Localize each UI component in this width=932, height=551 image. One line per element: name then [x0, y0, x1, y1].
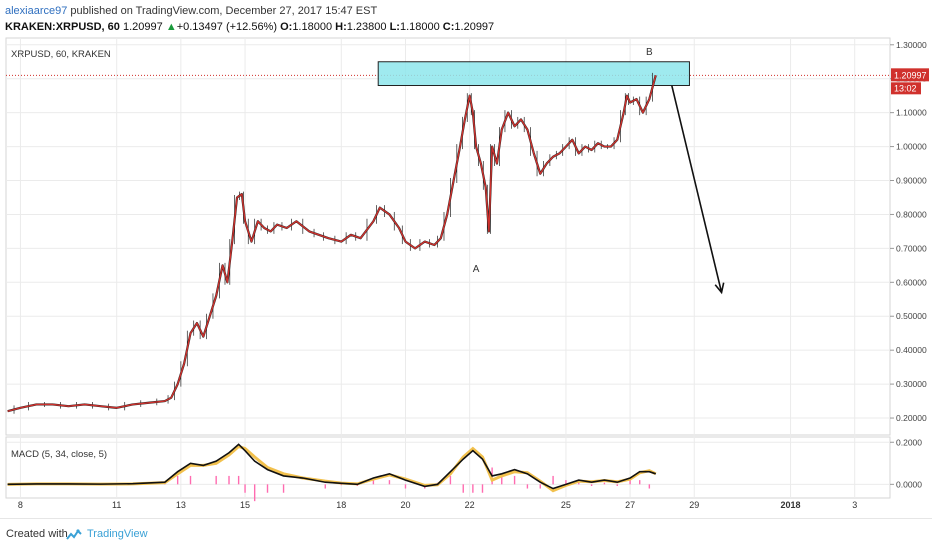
chart-header: alexiaarce97 published on TradingView.co…: [0, 0, 932, 36]
author-link[interactable]: alexiaarce97: [5, 5, 68, 17]
macd-title: MACD (5, 34, close, 5): [11, 449, 107, 460]
price-scale-label: 0.80000: [896, 209, 927, 219]
x-tick-label: 22: [465, 500, 475, 510]
x-tick-label: 18: [336, 500, 346, 510]
price-line-shadow: [7, 75, 657, 413]
forecast-arrow-line[interactable]: [671, 85, 723, 293]
chart-title: XRPUSD, 60, KRAKEN: [11, 49, 111, 60]
close-value: 1.20997: [454, 21, 495, 33]
published-line: alexiaarce97 published on TradingView.co…: [5, 5, 377, 17]
x-tick-label: 11: [112, 500, 121, 510]
pattern-label-b: B: [646, 47, 653, 58]
x-tick-label: 15: [240, 500, 250, 510]
tradingview-link[interactable]: TradingView: [87, 528, 148, 540]
x-tick-label: 25: [561, 500, 571, 510]
chart-area[interactable]: 8111315182022252729201831.300001.200001.…: [0, 36, 932, 518]
price-scale-label: 0.20000: [896, 413, 927, 423]
price-scale-label: 1.30000: [896, 40, 927, 50]
change-up-icon: ▲: [165, 21, 177, 33]
price-chart[interactable]: 8111315182022252729201831.300001.200001.…: [0, 36, 932, 518]
close-label: C:: [442, 21, 455, 33]
price-scale-label: 1.00000: [896, 142, 927, 152]
published-text: published on TradingView.com, December 2…: [67, 5, 378, 17]
price-scale-label: 0.70000: [896, 243, 927, 253]
price-scale-label: 0.90000: [896, 176, 927, 186]
price-scale-label: 0.40000: [896, 345, 927, 355]
price-scale-label: 0.50000: [896, 311, 927, 321]
footer: Created with TradingView: [0, 518, 932, 551]
last-price-tag: [891, 68, 929, 82]
price-scale-label: 0.60000: [896, 277, 927, 287]
x-tick-label: 13: [176, 500, 186, 510]
countdown-tag: [891, 82, 921, 95]
created-with-text: Created with: [6, 528, 68, 540]
macd-scale-label: 0.2000: [896, 437, 922, 447]
last-price-tag-label: 1.20997: [894, 70, 927, 80]
last-price: 1.20997: [122, 21, 163, 33]
pattern-label-a: A: [473, 264, 480, 275]
countdown-tag-label: 13:02: [894, 83, 917, 93]
open-label: O:: [280, 21, 293, 33]
resistance-zone[interactable]: [377, 61, 690, 87]
quote-line: KRAKEN:XRPUSD, 60 1.20997 ▲+0.13497 (+12…: [5, 21, 494, 33]
macd-scale-label: 0.0000: [896, 479, 922, 489]
forecast-arrow-head: [714, 282, 725, 295]
price-line: [7, 75, 657, 412]
x-tick-label: 2018: [781, 500, 801, 510]
macd-line: [7, 443, 657, 490]
main-pane-border: [5, 37, 891, 436]
open-value: 1.18000: [292, 21, 333, 33]
x-tick-label: 20: [400, 500, 410, 510]
high-label: H:: [335, 21, 347, 33]
price-scale-label: 0.30000: [896, 379, 927, 389]
price-change: +0.13497 (+12.56%): [176, 21, 278, 33]
price-scale-label: 1.10000: [896, 108, 927, 118]
low-label: L:: [389, 21, 400, 33]
x-tick-label: 3: [852, 500, 857, 510]
low-value: 1.18000: [399, 21, 440, 33]
high-value: 1.23800: [346, 21, 387, 33]
x-tick-label: 8: [18, 500, 23, 510]
x-tick-label: 27: [625, 500, 635, 510]
macd-pane-border: [5, 436, 891, 499]
symbol-info: KRAKEN:XRPUSD, 60: [5, 21, 120, 33]
tradingview-logo-icon[interactable]: [66, 528, 82, 540]
x-tick-label: 29: [689, 500, 699, 510]
